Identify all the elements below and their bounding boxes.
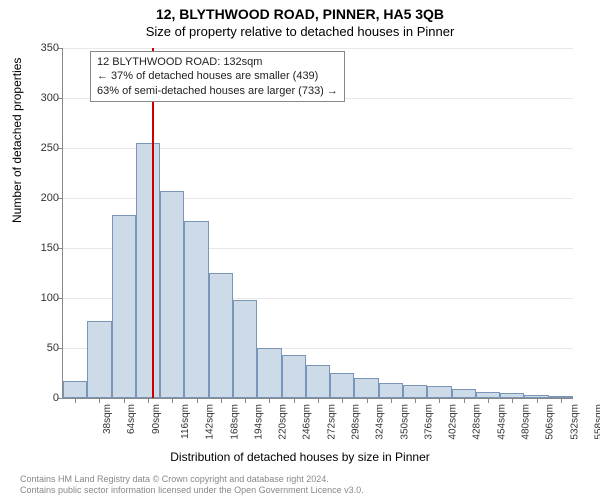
footer-attribution: Contains HM Land Registry data © Crown c… [20,474,364,496]
y-tick-label: 250 [19,142,59,154]
histogram-bar [184,221,208,398]
histogram-bar [233,300,257,398]
histogram-bar [160,191,184,398]
annotation-box: 12 BLYTHWOOD ROAD: 132sqm← 37% of detach… [90,51,345,102]
histogram-bar [427,386,451,398]
x-tick-mark [75,398,76,403]
x-tick-label: 350sqm [399,404,410,440]
histogram-bar [379,383,403,398]
x-tick-label: 142sqm [205,404,216,440]
x-tick-mark [561,398,562,403]
x-tick-mark [318,398,319,403]
title-sub: Size of property relative to detached ho… [0,22,600,39]
x-tick-label: 272sqm [326,404,337,440]
histogram-bar [209,273,233,398]
x-tick-mark [172,398,173,403]
x-tick-mark [439,398,440,403]
histogram-bar [452,389,476,398]
annotation-line: 63% of semi-detached houses are larger (… [97,84,338,98]
x-tick-label: 454sqm [496,404,507,440]
x-tick-label: 116sqm [180,404,191,439]
title-main: 12, BLYTHWOOD ROAD, PINNER, HA5 3QB [0,0,600,22]
x-tick-label: 506sqm [545,404,556,440]
x-tick-mark [512,398,513,403]
x-tick-mark [537,398,538,403]
chart-area: 05010015020025030035038sqm64sqm90sqm116s… [62,48,572,398]
x-tick-mark [197,398,198,403]
annotation-line: 12 BLYTHWOOD ROAD: 132sqm [97,55,338,69]
x-tick-mark [245,398,246,403]
histogram-bar [403,385,427,398]
histogram-bar [354,378,378,398]
x-tick-label: 558sqm [593,404,600,440]
x-tick-mark [415,398,416,403]
x-tick-label: 480sqm [521,404,532,440]
x-tick-label: 428sqm [472,404,483,440]
x-tick-mark [99,398,100,403]
histogram-bar [87,321,111,398]
histogram-bar [112,215,136,398]
x-tick-mark [294,398,295,403]
x-tick-mark [367,398,368,403]
x-tick-mark [488,398,489,403]
x-tick-mark [269,398,270,403]
x-tick-label: 90sqm [151,404,162,434]
histogram-bar [306,365,330,398]
y-tick-label: 0 [19,392,59,404]
x-tick-label: 64sqm [126,404,137,434]
histogram-bar [330,373,354,398]
y-tick-label: 200 [19,192,59,204]
y-tick-label: 300 [19,92,59,104]
x-tick-label: 220sqm [278,404,289,440]
y-tick-label: 100 [19,292,59,304]
x-tick-label: 298sqm [351,404,362,440]
histogram-bar [282,355,306,398]
x-tick-mark [124,398,125,403]
histogram-bar [136,143,160,398]
x-tick-label: 246sqm [302,404,313,440]
footer-line: Contains public sector information licen… [20,485,364,496]
x-tick-mark [148,398,149,403]
histogram-bar [63,381,87,398]
x-tick-label: 324sqm [375,404,386,440]
x-tick-label: 194sqm [253,404,264,440]
y-tick-label: 150 [19,242,59,254]
x-tick-mark [391,398,392,403]
x-tick-label: 38sqm [102,404,113,434]
x-tick-label: 168sqm [229,404,240,440]
x-tick-label: 532sqm [569,404,580,440]
x-tick-mark [464,398,465,403]
x-tick-label: 402sqm [448,404,459,440]
x-tick-label: 376sqm [423,404,434,440]
y-tick-label: 50 [19,342,59,354]
x-axis-label: Distribution of detached houses by size … [0,450,600,464]
grid-line [63,48,573,49]
x-tick-mark [221,398,222,403]
x-tick-mark [342,398,343,403]
annotation-line: ← 37% of detached houses are smaller (43… [97,69,338,83]
y-tick-label: 350 [19,42,59,54]
footer-line: Contains HM Land Registry data © Crown c… [20,474,364,485]
histogram-bar [257,348,281,398]
